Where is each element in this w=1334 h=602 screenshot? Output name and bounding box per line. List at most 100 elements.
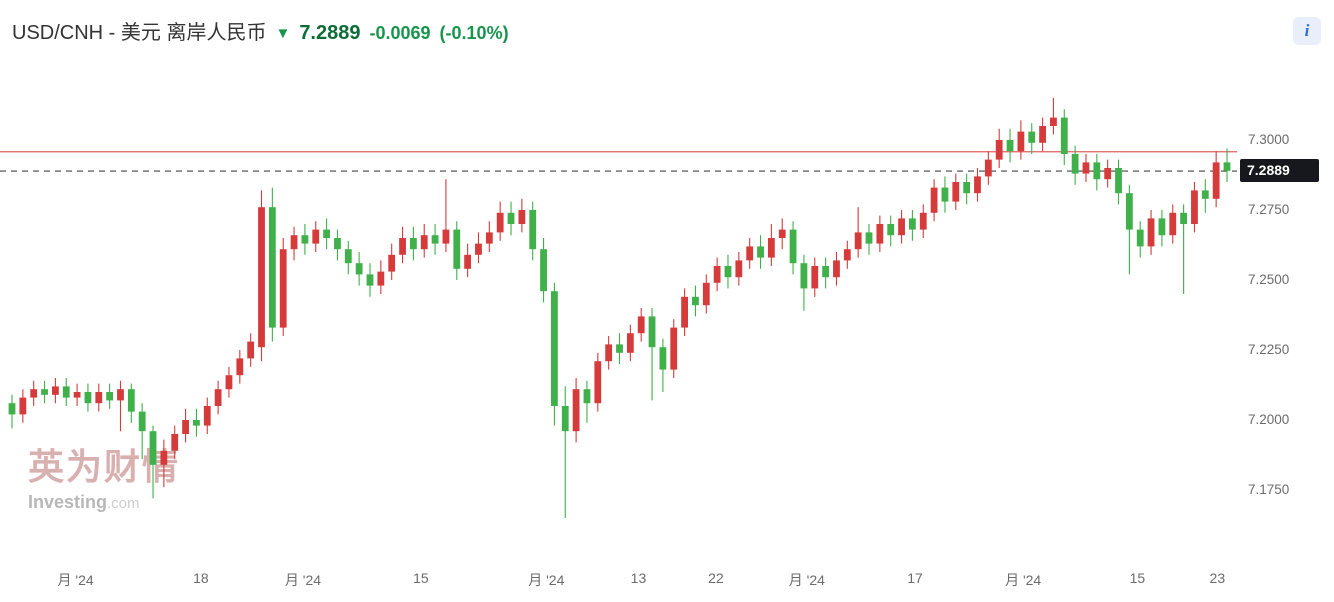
candle[interactable] bbox=[876, 215, 884, 252]
candle[interactable] bbox=[106, 383, 114, 409]
candle[interactable] bbox=[453, 221, 461, 280]
candle[interactable] bbox=[963, 173, 971, 205]
candle[interactable] bbox=[1158, 210, 1166, 247]
candle[interactable] bbox=[529, 201, 537, 261]
candle[interactable] bbox=[1191, 182, 1198, 233]
candle[interactable] bbox=[399, 226, 406, 264]
candle[interactable] bbox=[670, 319, 678, 378]
candle[interactable] bbox=[540, 238, 547, 303]
candle[interactable] bbox=[1071, 145, 1079, 185]
candle[interactable] bbox=[551, 282, 558, 426]
candle[interactable] bbox=[193, 408, 200, 437]
candle[interactable] bbox=[702, 274, 710, 314]
candle[interactable] bbox=[30, 380, 38, 406]
candle[interactable] bbox=[974, 168, 981, 202]
candle[interactable] bbox=[746, 238, 754, 269]
candle[interactable] bbox=[442, 179, 450, 252]
candle[interactable] bbox=[909, 210, 916, 241]
candle[interactable] bbox=[84, 383, 92, 412]
candle[interactable] bbox=[334, 229, 341, 261]
candle[interactable] bbox=[648, 308, 656, 401]
candle[interactable] bbox=[290, 226, 298, 261]
candle[interactable] bbox=[713, 257, 721, 292]
candle[interactable] bbox=[355, 252, 363, 286]
candle[interactable] bbox=[236, 350, 244, 384]
candle[interactable] bbox=[1136, 221, 1144, 258]
candle[interactable] bbox=[420, 224, 428, 258]
candle[interactable] bbox=[203, 397, 211, 434]
candle[interactable] bbox=[822, 257, 830, 289]
candle[interactable] bbox=[952, 173, 960, 210]
candle[interactable] bbox=[789, 221, 797, 275]
candle[interactable] bbox=[1028, 123, 1036, 154]
candle[interactable] bbox=[149, 425, 157, 499]
candle[interactable] bbox=[1201, 179, 1209, 213]
candle[interactable] bbox=[1060, 109, 1068, 166]
candle[interactable] bbox=[1104, 159, 1112, 188]
candle[interactable] bbox=[225, 366, 233, 398]
candle[interactable] bbox=[865, 224, 873, 255]
candle[interactable] bbox=[561, 386, 569, 518]
candle[interactable] bbox=[1050, 98, 1057, 135]
candle[interactable] bbox=[616, 333, 623, 364]
candle[interactable] bbox=[485, 221, 493, 252]
candle[interactable] bbox=[464, 243, 472, 278]
candle[interactable] bbox=[681, 288, 688, 336]
candle[interactable] bbox=[182, 408, 189, 443]
candle[interactable] bbox=[19, 389, 27, 423]
candle[interactable] bbox=[51, 378, 59, 404]
candle[interactable] bbox=[127, 383, 135, 423]
candle[interactable] bbox=[1147, 210, 1155, 255]
candle[interactable] bbox=[930, 179, 938, 222]
candle[interactable] bbox=[496, 201, 504, 241]
candle[interactable] bbox=[995, 128, 1003, 168]
candle[interactable] bbox=[117, 380, 124, 432]
candle[interactable] bbox=[1039, 117, 1046, 152]
candle[interactable] bbox=[767, 224, 775, 266]
candle[interactable] bbox=[887, 215, 895, 247]
candle[interactable] bbox=[692, 285, 699, 317]
candle[interactable] bbox=[919, 204, 927, 238]
candle[interactable] bbox=[659, 338, 667, 392]
candle[interactable] bbox=[475, 232, 482, 264]
candle[interactable] bbox=[431, 224, 439, 255]
candle[interactable] bbox=[724, 254, 732, 289]
candle[interactable] bbox=[1093, 154, 1101, 191]
candle[interactable] bbox=[605, 336, 613, 370]
candle[interactable] bbox=[344, 240, 352, 275]
candle[interactable] bbox=[301, 224, 309, 255]
candle[interactable] bbox=[583, 380, 591, 423]
candle[interactable] bbox=[984, 151, 992, 185]
candle[interactable] bbox=[941, 176, 949, 213]
candle[interactable] bbox=[1082, 154, 1090, 182]
candle[interactable] bbox=[214, 380, 222, 415]
candle[interactable] bbox=[594, 352, 602, 412]
candle[interactable] bbox=[572, 378, 580, 443]
candle[interactable] bbox=[8, 394, 16, 429]
candle[interactable] bbox=[1115, 159, 1122, 205]
candle[interactable] bbox=[637, 308, 645, 342]
candle[interactable] bbox=[843, 240, 851, 269]
candle[interactable] bbox=[279, 238, 287, 336]
candle[interactable] bbox=[62, 378, 70, 406]
candle[interactable] bbox=[138, 403, 146, 460]
candle[interactable] bbox=[377, 260, 385, 294]
candle[interactable] bbox=[518, 198, 526, 233]
candle[interactable] bbox=[312, 221, 320, 252]
candle[interactable] bbox=[171, 425, 179, 460]
candle[interactable] bbox=[1017, 120, 1025, 160]
candle[interactable] bbox=[388, 243, 396, 280]
candle[interactable] bbox=[247, 333, 255, 367]
candle[interactable] bbox=[41, 380, 48, 404]
info-button[interactable]: i bbox=[1293, 17, 1321, 45]
candle[interactable] bbox=[854, 207, 862, 258]
candle[interactable] bbox=[778, 218, 786, 250]
candle[interactable] bbox=[409, 226, 417, 261]
candle[interactable] bbox=[1223, 148, 1231, 182]
candle[interactable] bbox=[160, 439, 168, 488]
candle[interactable] bbox=[811, 257, 819, 297]
candle[interactable] bbox=[1212, 151, 1220, 208]
candle[interactable] bbox=[626, 324, 634, 362]
candle[interactable] bbox=[268, 187, 276, 342]
